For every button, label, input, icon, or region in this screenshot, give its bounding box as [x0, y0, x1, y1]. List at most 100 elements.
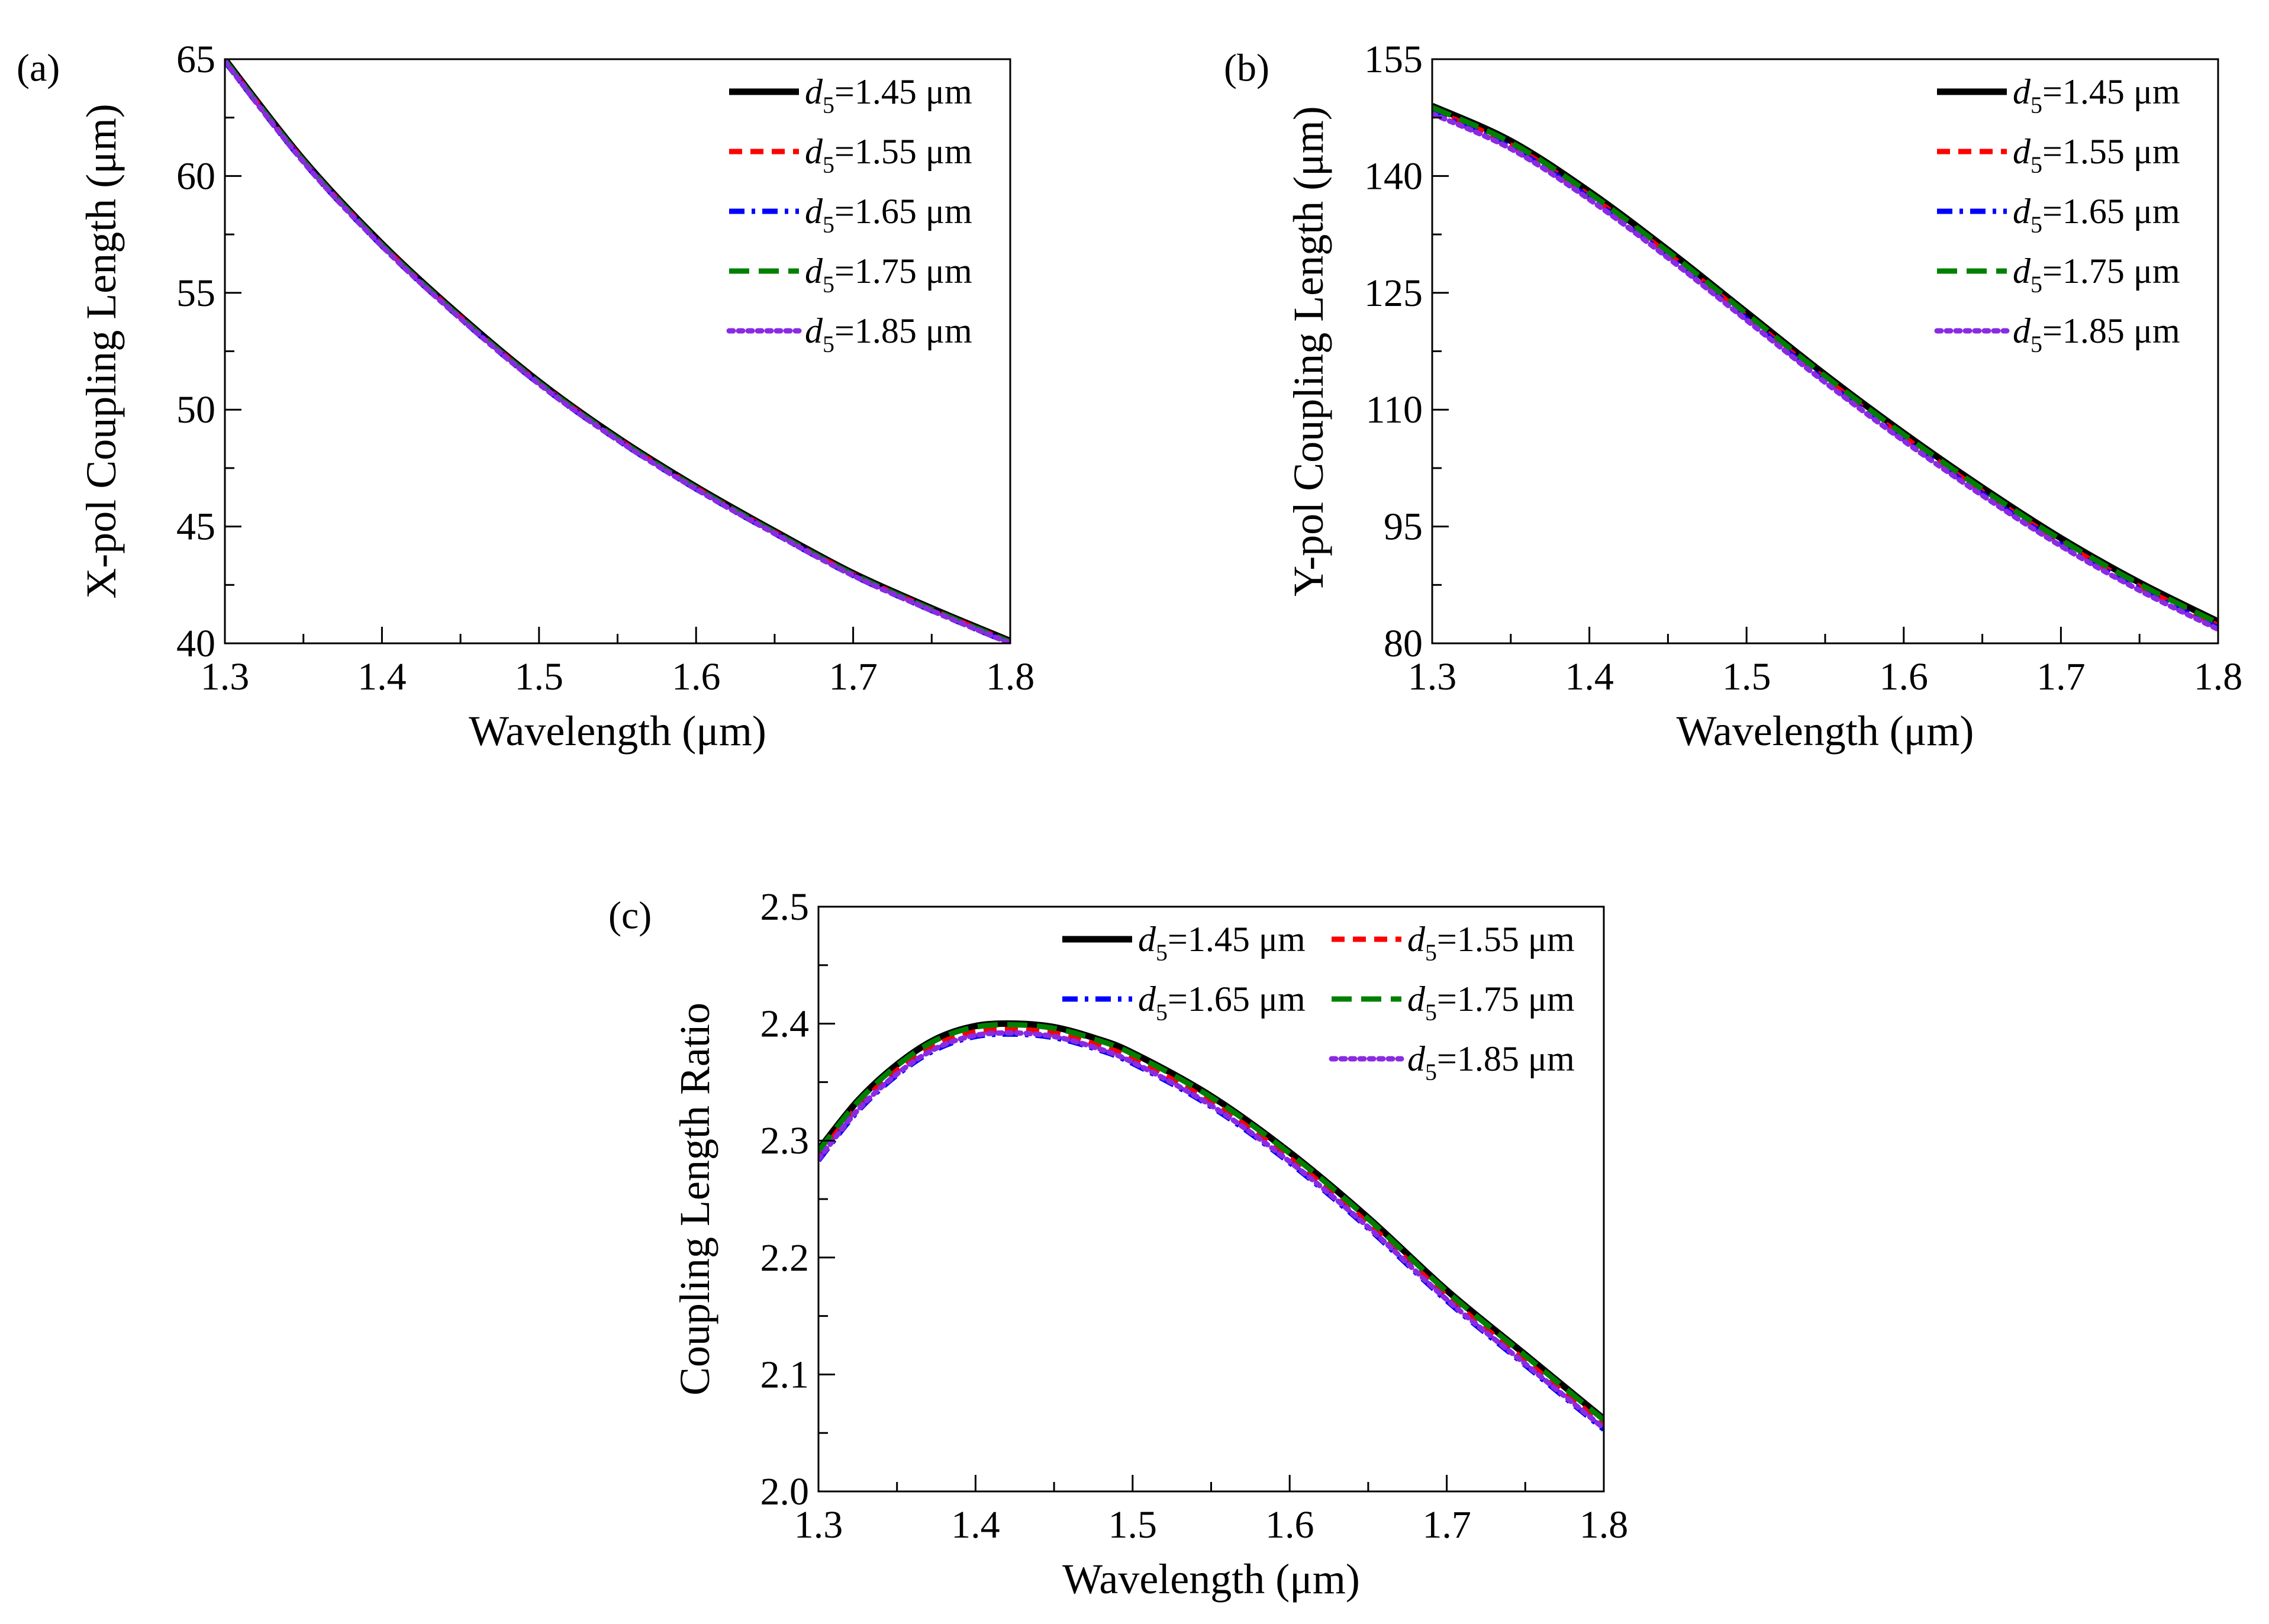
series-line-5	[1432, 111, 2218, 632]
series-group	[818, 1020, 1604, 1432]
legend-label-var: d	[2013, 72, 2031, 111]
legend-label-var: d	[2013, 132, 2031, 171]
legend-label-var: d	[1407, 979, 1426, 1019]
y-axis-title: X-pol Coupling Length (μm)	[78, 104, 125, 599]
y-tick-label: 40	[176, 622, 215, 665]
x-tick-label: 1.3	[1408, 655, 1457, 698]
x-tick-label: 1.6	[672, 655, 721, 698]
legend-label-rest: =1.55 μm	[1437, 920, 1575, 959]
y-tick-label: 2.0	[760, 1470, 810, 1513]
legend-label-rest: =1.65 μm	[1168, 979, 1306, 1019]
x-tick-label: 1.3	[201, 655, 250, 698]
legend-label-rest: =1.45 μm	[2042, 72, 2180, 111]
x-tick-label: 1.4	[1565, 655, 1614, 698]
legend-label-rest: =1.55 μm	[2042, 132, 2180, 171]
y-tick-label: 110	[1365, 388, 1423, 431]
legend-label-sub: 5	[823, 211, 834, 238]
legend-label-sub: 5	[2031, 92, 2042, 118]
legend-label-sub: 5	[823, 331, 834, 357]
series-group	[225, 59, 1010, 643]
x-axis-title: Wavelength (μm)	[469, 707, 766, 755]
legend-label-5: d5=1.85 μm	[805, 311, 972, 357]
y-tick-label: 155	[1364, 38, 1423, 81]
legend-label-sub: 5	[2031, 211, 2042, 238]
y-tick-label: 95	[1384, 505, 1423, 549]
legend-label-rest: =1.45 μm	[834, 72, 972, 111]
legend-label-var: d	[805, 192, 823, 231]
legend-label-sub: 5	[2031, 152, 2042, 178]
y-tick-label: 50	[176, 388, 215, 431]
legend-label-1: d5=1.45 μm	[1138, 920, 1306, 966]
y-tick-label: 65	[176, 38, 215, 81]
legend-label-var: d	[805, 132, 823, 171]
legend-label-3: d5=1.65 μm	[1138, 979, 1306, 1026]
legend-label-5: d5=1.85 μm	[1407, 1039, 1575, 1085]
x-tick-label: 1.5	[515, 655, 564, 698]
series-line-5	[818, 1030, 1604, 1431]
x-axis-title: Wavelength (μm)	[1677, 707, 1974, 755]
y-tick-label: 2.1	[760, 1353, 810, 1396]
x-tick-label: 1.8	[986, 655, 1035, 698]
legend-label-rest: =1.85 μm	[2042, 311, 2180, 350]
panel-label: (a)	[17, 46, 60, 89]
y-tick-label: 2.2	[760, 1236, 810, 1280]
y-axis-title: Coupling Length Ratio	[671, 1003, 718, 1396]
legend-label-1: d5=1.45 μm	[805, 72, 972, 118]
legend-label-sub: 5	[1156, 939, 1168, 966]
legend-label-rest: =1.65 μm	[2042, 192, 2180, 231]
legend-label-sub: 5	[1156, 999, 1168, 1026]
x-tick-label: 1.3	[794, 1503, 843, 1546]
legend-label-rest: =1.65 μm	[834, 192, 972, 231]
series-line-4	[818, 1022, 1604, 1422]
series-line-4	[1432, 105, 2218, 626]
chart-panel-a: (a)1.3 1.4 1.5 1.6 1.7 1.8404550556065Wavelen…	[17, 38, 1034, 755]
legend-label-sub: 5	[1425, 939, 1437, 966]
legend-label-rest: =1.85 μm	[834, 311, 972, 350]
legend-label-4: d5=1.75 μm	[1407, 979, 1575, 1026]
legend-label-rest: =1.75 μm	[2042, 252, 2180, 291]
legend-label-3: d5=1.65 μm	[2013, 192, 2180, 238]
legend-label-sub: 5	[2031, 331, 2042, 357]
chart-panel-c: (c) 1.3 1.4 1.5 1.6 1.7 1.8 2.0 2.1 2.2 2.3 2.4 2.5 W…	[608, 885, 1628, 1603]
legend-label-rest: =1.55 μm	[834, 132, 972, 171]
legend-label-sub: 5	[1425, 1059, 1437, 1085]
x-tick-label: 1.8	[1580, 1503, 1629, 1546]
legend-label-var: d	[1138, 979, 1156, 1019]
legend-label-2: d5=1.55 μm	[2013, 132, 2180, 178]
legend-label-var: d	[2013, 311, 2031, 350]
x-tick-label: 1.8	[2194, 655, 2243, 698]
x-tick-label: 1.4	[357, 655, 407, 698]
legend-label-var: d	[805, 72, 823, 111]
series-line-1	[818, 1020, 1604, 1422]
x-tick-label: 1.6	[1880, 655, 1929, 698]
y-tick-label: 2.3	[760, 1119, 810, 1162]
legend-label-rest: =1.75 μm	[1437, 979, 1575, 1019]
legend-label-var: d	[1407, 920, 1426, 959]
series-line-2	[1432, 107, 2218, 628]
y-tick-label: 80	[1384, 622, 1423, 665]
legend-label-var: d	[2013, 252, 2031, 291]
legend-label-4: d5=1.75 μm	[2013, 252, 2180, 298]
y-tick-label: 125	[1364, 272, 1423, 315]
series-line-3	[1432, 109, 2218, 630]
y-tick-label: 2.4	[760, 1003, 810, 1046]
legend-label-sub: 5	[823, 92, 834, 118]
legend-label-5: d5=1.85 μm	[2013, 311, 2180, 357]
y-tick-label: 2.5	[760, 885, 810, 929]
y-tick-label: 55	[176, 272, 215, 315]
legend-label-var: d	[2013, 192, 2031, 231]
legend-label-rest: =1.85 μm	[1437, 1039, 1575, 1078]
legend-label-var: d	[1407, 1039, 1426, 1078]
x-tick-label: 1.5	[1722, 655, 1771, 698]
y-tick-label: 60	[176, 154, 215, 198]
legend-label-2: d5=1.55 μm	[1407, 920, 1575, 966]
legend-label-4: d5=1.75 μm	[805, 252, 972, 298]
x-tick-label: 1.6	[1265, 1503, 1314, 1546]
legend-label-var: d	[1138, 920, 1156, 959]
series-line-2	[818, 1026, 1604, 1427]
legend-label-1: d5=1.45 μm	[2013, 72, 2180, 118]
